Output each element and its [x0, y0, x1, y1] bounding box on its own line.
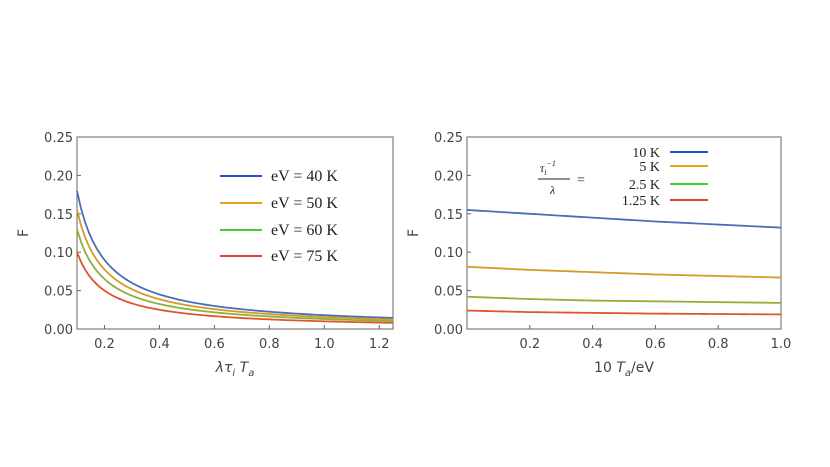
left-y-axis-label: F — [16, 229, 32, 237]
legend-label-50k: eV = 50 K — [271, 195, 338, 212]
series-line-3 — [466, 309, 782, 316]
right-plot-frame — [466, 136, 782, 330]
series-line-3 — [76, 251, 394, 324]
x-tick-label: 1.0 — [771, 337, 792, 352]
x-tick-label: 0.4 — [149, 337, 170, 352]
series-line-1 — [466, 265, 782, 279]
legend-label-10k: 10 K — [632, 146, 660, 161]
x-tick-label: 0.2 — [94, 337, 115, 352]
left-series-lines — [76, 190, 394, 324]
left-legend: eV = 40 K eV = 50 K eV = 60 K eV = 75 K — [220, 168, 338, 265]
legend-label-60k: eV = 60 K — [271, 222, 338, 239]
x-tick-label: 1.2 — [369, 337, 390, 352]
legend-label-2-5k: 2.5 K — [629, 178, 660, 193]
y-tick-label: 0.25 — [44, 131, 73, 146]
right-axis-ticks: 0.00 0.05 0.10 0.15 0.20 0.25 0.2 0.4 0.6 0.8 1.0 — [434, 131, 791, 352]
x-tick-label: 0.2 — [519, 337, 540, 352]
series-line-2 — [76, 228, 394, 322]
left-plot-frame — [76, 136, 394, 330]
left-chart: F λτi Ta 0.000.050.100.150.200.250.2 0.4 0… — [16, 131, 394, 379]
x-tick-label: 0.6 — [204, 337, 225, 352]
legend-title-denominator: λ — [549, 183, 555, 197]
legend-label-40k: eV = 40 K — [271, 168, 338, 185]
y-tick-label: 0.05 — [44, 285, 73, 300]
x-tick-label: 0.8 — [259, 337, 280, 352]
left-x-axis-label: λτi Ta — [215, 360, 255, 379]
y-tick-label: 0.00 — [44, 323, 73, 338]
x-tick-label: 1.0 — [314, 337, 335, 352]
y-tick-label: 0.20 — [44, 169, 73, 184]
legend-label-1-25k: 1.25 K — [622, 194, 660, 209]
x-tick-label: 0.6 — [645, 337, 666, 352]
legend-title-equals: = — [577, 173, 585, 188]
legend-label-75k: eV = 75 K — [271, 248, 338, 265]
left-axis-ticks: 0.00 0.05 0.10 0.15 0.20 0.25 0.2 0.4 0.6 0.8 1.0 1… — [44, 131, 390, 352]
y-tick-label: 0.15 — [44, 208, 73, 223]
x-tick-label: 0.8 — [708, 337, 729, 352]
y-tick-label: 0.20 — [434, 169, 463, 184]
legend-label-5k: 5 K — [639, 160, 660, 175]
y-tick-label: 0.05 — [434, 285, 463, 300]
y-tick-label: 0.10 — [44, 246, 73, 261]
right-legend: τi−1 λ = 10 K 5 K 2.5 K 1.25 K — [538, 146, 708, 209]
y-tick-label: 0.10 — [434, 246, 463, 261]
x-tick-label: 0.4 — [582, 337, 603, 352]
series-line-1 — [76, 209, 394, 321]
right-series-lines — [466, 209, 782, 316]
right-x-axis-label: 10 Ta/eV — [594, 360, 654, 379]
y-tick-label: 0.00 — [434, 323, 463, 338]
series-line-0 — [76, 190, 394, 319]
legend-title-numerator: τi−1 — [540, 159, 556, 177]
right-chart: F 10 Ta/eV 0.000.050.100.150.200.250.2 0.… — [406, 131, 791, 379]
legend-title: τi−1 λ = — [538, 159, 585, 197]
right-y-axis-label: F — [406, 229, 422, 237]
series-line-0 — [466, 209, 782, 229]
y-tick-label: 0.25 — [434, 131, 463, 146]
series-line-2 — [466, 295, 782, 304]
y-tick-label: 0.15 — [434, 208, 463, 223]
